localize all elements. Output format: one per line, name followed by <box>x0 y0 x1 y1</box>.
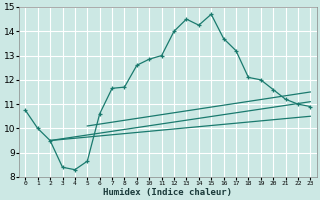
X-axis label: Humidex (Indice chaleur): Humidex (Indice chaleur) <box>103 188 232 197</box>
